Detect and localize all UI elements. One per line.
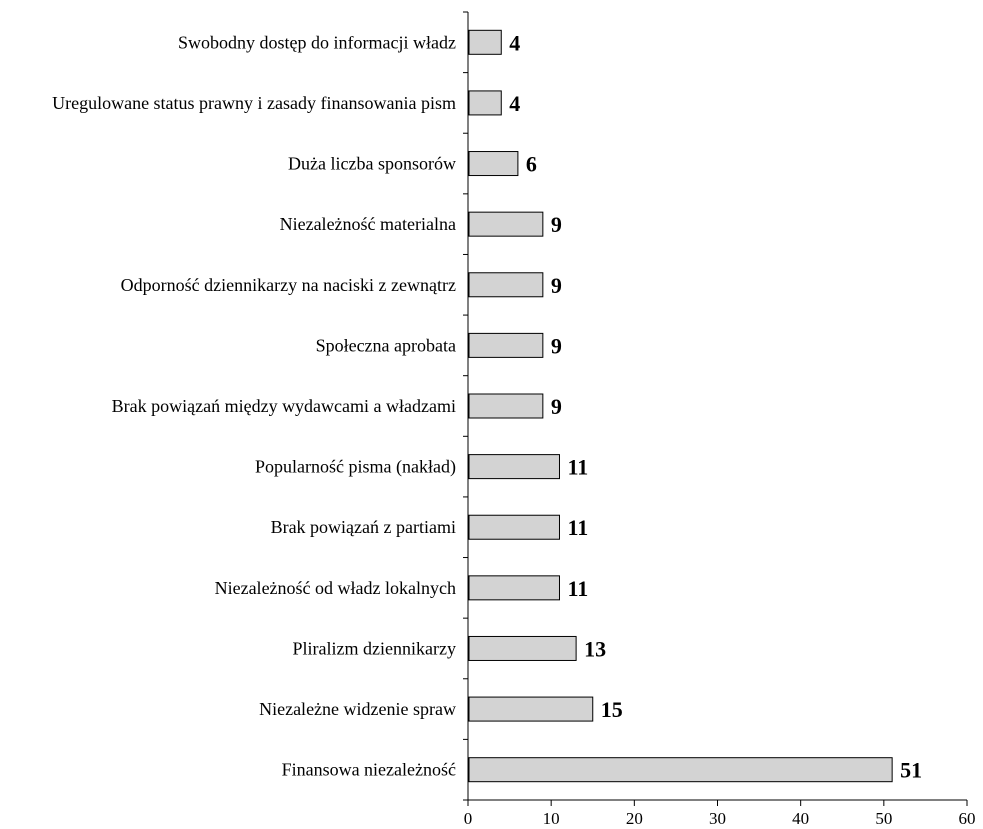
value-label: 51 [900,758,922,783]
bar [468,514,560,540]
bar [468,29,502,55]
category-label: Niezależność od władz lokalnych [215,578,456,598]
bar [468,211,544,237]
category-label: Brak powiązań z partiami [271,517,456,537]
x-tick-label: 10 [543,809,560,828]
bar [468,757,893,783]
value-label: 9 [551,212,562,237]
bar [468,332,544,358]
chart-axes [463,11,968,806]
bar [468,635,577,661]
bar [468,151,519,177]
bar [468,90,502,116]
value-label: 6 [526,152,537,177]
bar [468,575,560,601]
category-label: Finansowa niezależność [282,760,456,780]
x-tick-label: 50 [875,809,892,828]
x-tick-label: 20 [626,809,643,828]
bar [468,272,544,298]
value-label: 15 [601,697,623,722]
value-label: 13 [584,636,606,661]
bar [468,454,560,480]
chart-labels: 0 10 20 30 40 50 60 Swobodny dostęp do informac… [52,30,975,828]
value-label: 4 [509,30,520,55]
x-tick-label: 60 [959,809,976,828]
category-label: Pliralizm dziennikarzy [293,638,456,658]
value-label: 9 [551,394,562,419]
category-label: Niezależność materialna [280,214,456,234]
x-tick-label: 40 [792,809,809,828]
value-label: 9 [551,273,562,298]
category-label: Społeczna aprobata [316,335,456,355]
category-label: Duża liczba sponsorów [288,154,456,174]
value-label: 11 [567,576,588,601]
chart-bars [468,29,893,783]
value-label: 11 [567,515,588,540]
category-label: Popularność pisma (nakład) [255,457,456,478]
x-tick-label: 30 [709,809,726,828]
bar [468,696,594,722]
category-label: Swobodny dostęp do informacji władz [178,32,456,52]
category-label: Brak powiązań między wydawcami a władzam… [112,396,456,416]
value-label: 9 [551,333,562,358]
category-label: Niezależne widzenie spraw [259,699,456,719]
bar [468,393,544,419]
value-label: 11 [567,455,588,480]
category-label: Uregulowane status prawny i zasady finan… [52,93,456,113]
value-label: 4 [509,91,520,116]
x-tick-label: 0 [464,809,473,828]
category-label: Odporność dziennikarzy na naciski z zewn… [121,275,456,295]
